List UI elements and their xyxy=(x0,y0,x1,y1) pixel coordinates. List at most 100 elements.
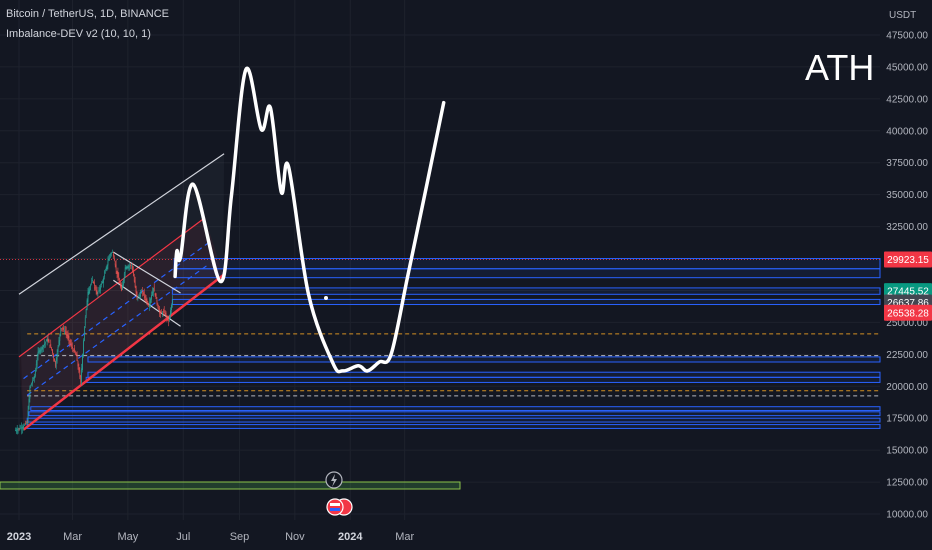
candle-body[interactable] xyxy=(97,292,99,294)
candle-body[interactable] xyxy=(153,286,155,292)
candle-body[interactable] xyxy=(103,274,105,278)
candle-body[interactable] xyxy=(49,344,51,346)
candle-body[interactable] xyxy=(76,353,78,361)
candle-body[interactable] xyxy=(42,346,43,350)
candle-body[interactable] xyxy=(151,295,152,300)
candle-body[interactable] xyxy=(69,340,71,343)
candle-body[interactable] xyxy=(63,327,64,330)
candle-body[interactable] xyxy=(36,357,38,365)
candle-body[interactable] xyxy=(138,296,140,297)
candle-body[interactable] xyxy=(90,284,92,288)
candle-body[interactable] xyxy=(20,427,22,429)
candle-body[interactable] xyxy=(126,266,128,269)
candle-body[interactable] xyxy=(79,370,81,378)
candle-body[interactable] xyxy=(148,305,150,307)
candle-body[interactable] xyxy=(142,291,143,292)
candle-body[interactable] xyxy=(46,339,48,342)
candle-body[interactable] xyxy=(18,428,20,430)
candle-body[interactable] xyxy=(119,281,121,284)
candles[interactable] xyxy=(15,249,173,435)
candle-body[interactable] xyxy=(140,293,141,297)
candle-body[interactable] xyxy=(103,278,104,283)
candle-body[interactable] xyxy=(83,326,85,341)
candle-body[interactable] xyxy=(117,271,119,278)
candle-body[interactable] xyxy=(64,330,66,332)
candle-body[interactable] xyxy=(77,361,79,367)
candle-body[interactable] xyxy=(30,385,32,387)
candle-body[interactable] xyxy=(132,265,133,271)
candle-body[interactable] xyxy=(155,293,157,299)
candle-body[interactable] xyxy=(142,292,144,294)
candle-body[interactable] xyxy=(115,264,117,270)
candle-body[interactable] xyxy=(100,285,102,290)
candle-body[interactable] xyxy=(123,278,124,286)
candle-body[interactable] xyxy=(96,290,98,295)
candle-body[interactable] xyxy=(121,285,122,291)
candle-body[interactable] xyxy=(38,350,40,352)
candle-body[interactable] xyxy=(131,264,132,266)
candle-body[interactable] xyxy=(152,291,153,296)
candle-body[interactable] xyxy=(48,339,50,344)
candle-body[interactable] xyxy=(162,312,163,315)
symbol-title[interactable]: Bitcoin / TetherUS, 1D, BINANCE xyxy=(6,8,170,20)
candle-body[interactable] xyxy=(52,349,53,354)
candle-body[interactable] xyxy=(91,282,92,284)
candle-body[interactable] xyxy=(23,425,24,428)
candle-body[interactable] xyxy=(154,293,156,296)
candle-body[interactable] xyxy=(31,382,33,386)
candle-body[interactable] xyxy=(125,267,127,270)
candle-body[interactable] xyxy=(39,349,41,353)
candle-body[interactable] xyxy=(85,308,87,317)
event-markers[interactable] xyxy=(324,296,353,516)
candle-body[interactable] xyxy=(21,427,23,430)
candle-body[interactable] xyxy=(167,315,169,320)
candle-body[interactable] xyxy=(127,266,129,269)
candle-body[interactable] xyxy=(56,353,58,362)
candle-body[interactable] xyxy=(145,299,147,300)
candle-body[interactable] xyxy=(106,264,108,270)
candle-body[interactable] xyxy=(107,261,109,266)
candle-body[interactable] xyxy=(120,283,121,288)
candle-body[interactable] xyxy=(27,410,29,424)
candle-body[interactable] xyxy=(158,307,160,310)
candle-body[interactable] xyxy=(144,296,146,298)
candle-body[interactable] xyxy=(143,292,145,296)
candle-body[interactable] xyxy=(169,315,170,321)
candle-body[interactable] xyxy=(66,333,68,336)
candle-body[interactable] xyxy=(43,345,44,347)
candle-body[interactable] xyxy=(35,363,37,371)
candle-body[interactable] xyxy=(118,276,120,281)
candle-body[interactable] xyxy=(114,262,116,266)
time-axis[interactable]: 2023 Mar May Jul Sep Nov 2024 Mar xyxy=(7,531,415,543)
candle-body[interactable] xyxy=(160,311,161,314)
candle-body[interactable] xyxy=(94,286,96,289)
candle-body[interactable] xyxy=(19,428,21,430)
candle-body[interactable] xyxy=(82,354,83,370)
candle-body[interactable] xyxy=(157,303,159,307)
candle-body[interactable] xyxy=(165,312,167,316)
candle-body[interactable] xyxy=(93,281,94,284)
candle-body[interactable] xyxy=(74,351,76,354)
candle-body[interactable] xyxy=(17,428,19,430)
candle-body[interactable] xyxy=(28,399,30,410)
candle-body[interactable] xyxy=(141,292,142,294)
candle-body[interactable] xyxy=(64,330,65,332)
candle-body[interactable] xyxy=(86,300,88,311)
candle-body[interactable] xyxy=(111,252,112,254)
candle-body[interactable] xyxy=(29,387,31,399)
candle-body[interactable] xyxy=(54,361,56,366)
candle-body[interactable] xyxy=(74,348,75,353)
candle-body[interactable] xyxy=(62,328,63,330)
candle-body[interactable] xyxy=(16,429,18,432)
candle-body[interactable] xyxy=(162,311,164,313)
candle-body[interactable] xyxy=(113,258,115,261)
candle-body[interactable] xyxy=(152,287,154,293)
projected-price-path[interactable] xyxy=(173,66,446,374)
candle-body[interactable] xyxy=(150,298,151,304)
candle-body[interactable] xyxy=(88,289,90,294)
candle-body[interactable] xyxy=(105,268,107,270)
candle-body[interactable] xyxy=(81,368,82,383)
candle-body[interactable] xyxy=(135,286,137,293)
candle-body[interactable] xyxy=(83,340,84,356)
